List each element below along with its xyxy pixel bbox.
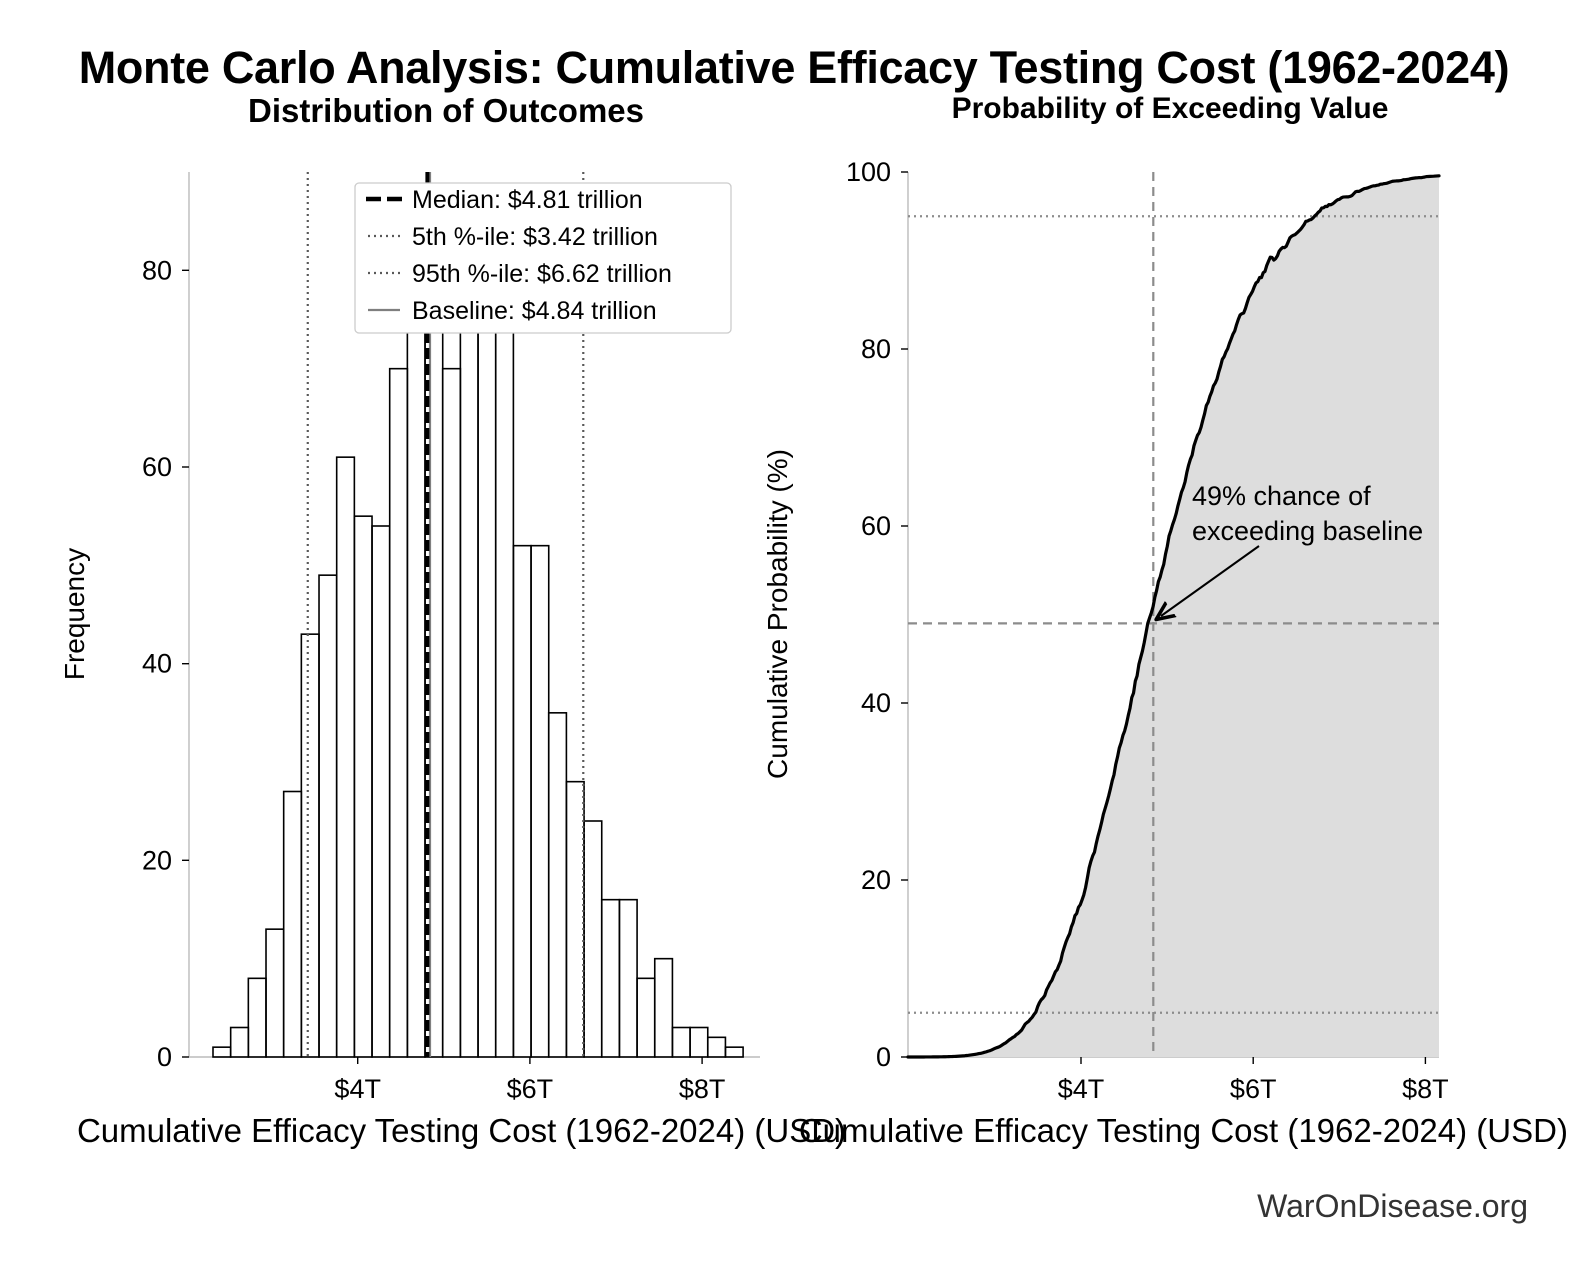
- svg-text:$6T: $6T: [1230, 1074, 1277, 1104]
- svg-text:Baseline: $4.84 trillion: Baseline: $4.84 trillion: [412, 297, 657, 325]
- svg-text:Median: $4.81 trillion: Median: $4.81 trillion: [412, 186, 643, 214]
- svg-text:5th %-ile: $3.42 trillion: 5th %-ile: $3.42 trillion: [412, 223, 658, 251]
- svg-text:0: 0: [157, 1042, 172, 1072]
- svg-text:exceeding baseline: exceeding baseline: [1192, 516, 1423, 546]
- svg-text:60: 60: [142, 452, 172, 482]
- svg-text:$6T: $6T: [507, 1074, 554, 1104]
- svg-text:0: 0: [876, 1042, 891, 1072]
- svg-text:20: 20: [142, 845, 172, 875]
- svg-text:$4T: $4T: [1058, 1074, 1105, 1104]
- svg-text:100: 100: [846, 157, 891, 187]
- svg-text:Cumulative Probability (%): Cumulative Probability (%): [762, 449, 793, 779]
- svg-text:$8T: $8T: [679, 1074, 726, 1104]
- svg-text:$8T: $8T: [1402, 1074, 1449, 1104]
- svg-text:Frequency: Frequency: [59, 548, 90, 680]
- svg-text:80: 80: [861, 334, 891, 364]
- svg-text:$4T: $4T: [334, 1074, 381, 1104]
- svg-text:80: 80: [142, 255, 172, 285]
- svg-text:20: 20: [861, 865, 891, 895]
- svg-text:60: 60: [861, 511, 891, 541]
- svg-text:49% chance of: 49% chance of: [1192, 481, 1371, 511]
- svg-text:Cumulative Efficacy Testing Co: Cumulative Efficacy Testing Cost (1962-2…: [77, 1112, 846, 1149]
- svg-text:Cumulative Efficacy Testing Co: Cumulative Efficacy Testing Cost (1962-2…: [799, 1112, 1568, 1149]
- svg-text:40: 40: [142, 649, 172, 679]
- svg-text:40: 40: [861, 688, 891, 718]
- svg-text:95th %-ile: $6.62 trillion: 95th %-ile: $6.62 trillion: [412, 260, 672, 288]
